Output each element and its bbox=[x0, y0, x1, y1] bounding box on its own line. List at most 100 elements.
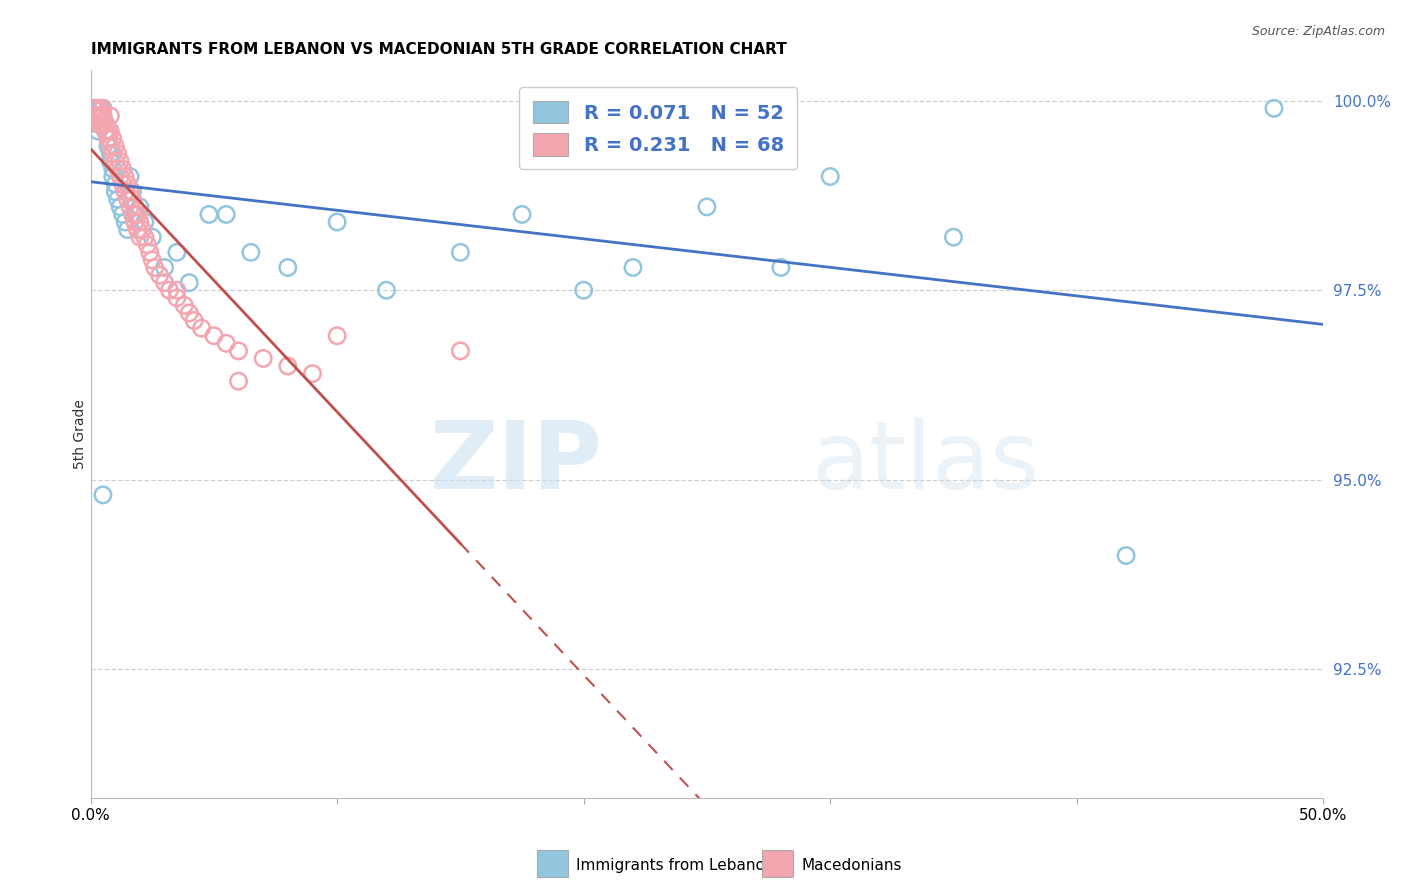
Point bbox=[97, 131, 120, 145]
Point bbox=[375, 283, 398, 297]
Point bbox=[84, 101, 107, 115]
Point bbox=[107, 146, 129, 161]
Point bbox=[84, 109, 107, 123]
Point bbox=[198, 207, 221, 221]
Y-axis label: 5th Grade: 5th Grade bbox=[73, 400, 87, 469]
Point bbox=[104, 154, 127, 169]
Point bbox=[120, 185, 142, 199]
Point bbox=[301, 367, 323, 381]
Point bbox=[91, 109, 114, 123]
Point bbox=[769, 260, 792, 275]
Point bbox=[124, 215, 146, 229]
Point bbox=[153, 260, 176, 275]
Point bbox=[114, 169, 136, 184]
Point bbox=[166, 283, 188, 297]
Point bbox=[818, 169, 841, 184]
Point bbox=[449, 245, 471, 260]
Point bbox=[97, 139, 120, 153]
Point bbox=[190, 321, 212, 335]
Point bbox=[129, 200, 152, 214]
Point bbox=[124, 215, 146, 229]
Point bbox=[326, 328, 349, 343]
Point bbox=[159, 283, 181, 297]
Point bbox=[82, 109, 104, 123]
Point bbox=[82, 101, 104, 115]
Point bbox=[121, 185, 143, 199]
Point bbox=[94, 124, 117, 138]
Point bbox=[98, 109, 121, 123]
Point bbox=[87, 124, 110, 138]
Point bbox=[277, 260, 299, 275]
Point bbox=[449, 343, 471, 358]
Point bbox=[117, 177, 139, 191]
Point bbox=[94, 116, 117, 130]
Point bbox=[111, 177, 134, 191]
Point bbox=[1115, 549, 1137, 563]
Point bbox=[572, 283, 595, 297]
Point bbox=[89, 101, 111, 115]
Point bbox=[111, 207, 134, 221]
Point bbox=[98, 124, 121, 138]
Point bbox=[97, 124, 120, 138]
Point bbox=[139, 245, 162, 260]
Point bbox=[252, 351, 274, 366]
Point bbox=[326, 215, 349, 229]
Text: ZIP: ZIP bbox=[429, 417, 602, 509]
Point bbox=[121, 207, 143, 221]
Point bbox=[98, 146, 121, 161]
Point bbox=[621, 260, 644, 275]
Point bbox=[98, 154, 121, 169]
Point bbox=[173, 298, 195, 312]
Point bbox=[179, 306, 201, 320]
Point bbox=[166, 291, 188, 305]
Point bbox=[696, 200, 718, 214]
Point bbox=[183, 313, 205, 327]
Point bbox=[89, 109, 111, 123]
Point bbox=[1263, 101, 1285, 115]
Point bbox=[89, 116, 111, 130]
Point bbox=[114, 185, 136, 199]
Point bbox=[91, 101, 114, 115]
Point bbox=[277, 359, 299, 373]
Point bbox=[111, 161, 134, 176]
Point bbox=[215, 207, 238, 221]
Point bbox=[215, 336, 238, 351]
Point bbox=[120, 200, 142, 214]
Point bbox=[136, 237, 159, 252]
Point bbox=[228, 343, 250, 358]
Point bbox=[91, 116, 114, 130]
Point bbox=[228, 374, 250, 388]
Point bbox=[104, 177, 127, 191]
Point bbox=[89, 116, 111, 130]
Point bbox=[108, 200, 131, 214]
Point bbox=[239, 245, 262, 260]
Point bbox=[91, 109, 114, 123]
Point bbox=[97, 131, 120, 145]
Text: atlas: atlas bbox=[811, 417, 1040, 509]
Point bbox=[87, 116, 110, 130]
Point bbox=[82, 109, 104, 123]
Point bbox=[134, 230, 156, 244]
Point bbox=[202, 328, 225, 343]
Point bbox=[108, 154, 131, 169]
Point bbox=[129, 230, 152, 244]
Point bbox=[134, 215, 156, 229]
Point bbox=[121, 192, 143, 206]
Point bbox=[179, 276, 201, 290]
Point bbox=[98, 139, 121, 153]
Point bbox=[101, 169, 124, 184]
Point bbox=[510, 207, 533, 221]
Text: Source: ZipAtlas.com: Source: ZipAtlas.com bbox=[1251, 25, 1385, 38]
Text: IMMIGRANTS FROM LEBANON VS MACEDONIAN 5TH GRADE CORRELATION CHART: IMMIGRANTS FROM LEBANON VS MACEDONIAN 5T… bbox=[90, 42, 786, 57]
Point bbox=[104, 139, 127, 153]
Point bbox=[120, 169, 142, 184]
Point bbox=[141, 230, 163, 244]
Point bbox=[127, 207, 149, 221]
Point bbox=[127, 222, 149, 236]
Point bbox=[107, 192, 129, 206]
Point bbox=[114, 215, 136, 229]
Point bbox=[143, 260, 166, 275]
Point bbox=[101, 131, 124, 145]
Point bbox=[82, 101, 104, 115]
Point bbox=[87, 101, 110, 115]
